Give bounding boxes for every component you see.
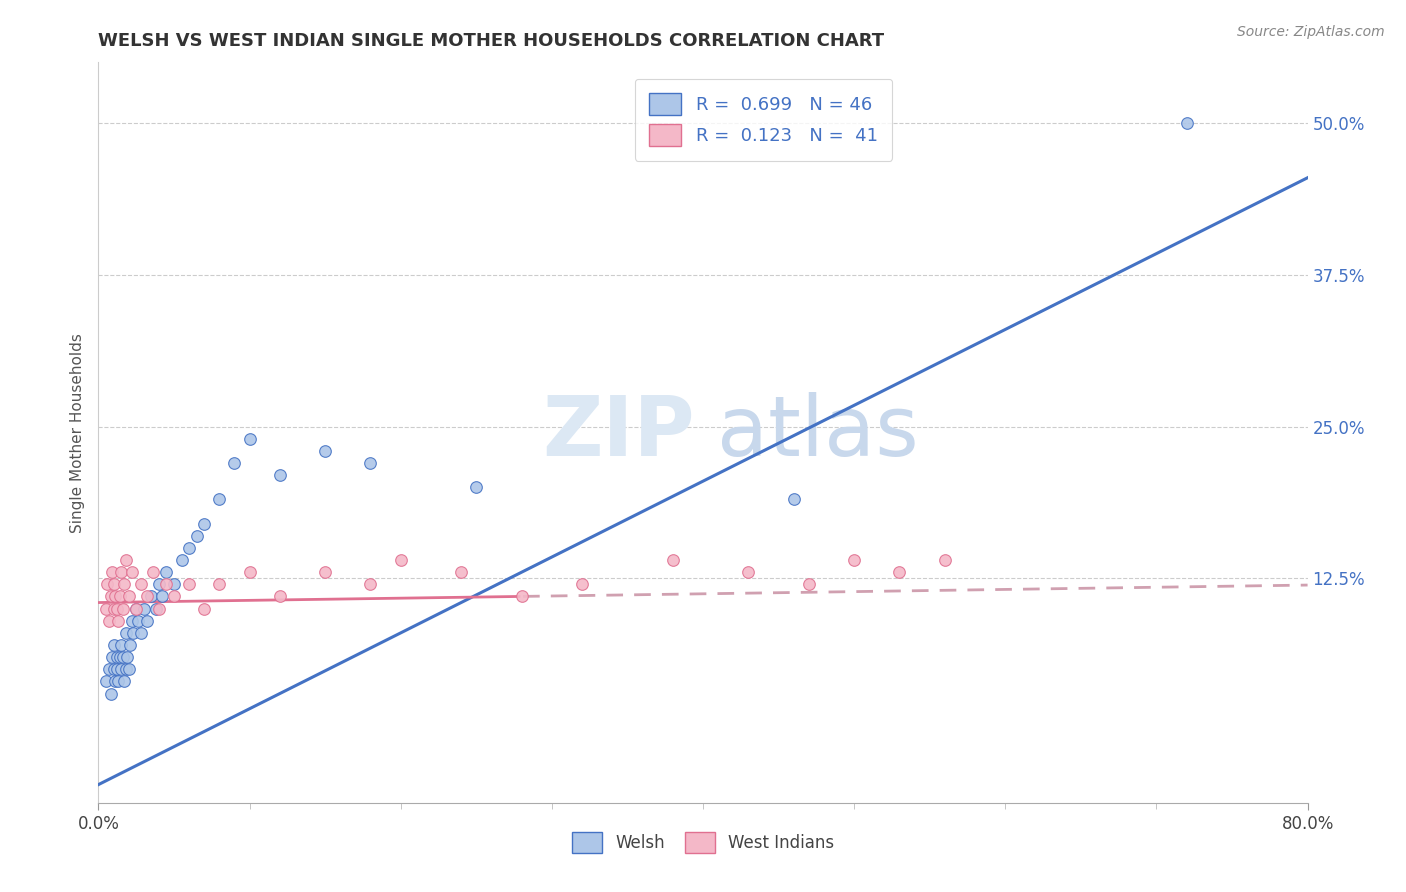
Point: [934, 553, 956, 567]
Point: [148, 601, 170, 615]
Point: [314, 565, 336, 579]
Point: [114, 626, 136, 640]
Point: [118, 662, 141, 676]
Point: [186, 529, 208, 543]
Point: [135, 590, 157, 604]
Point: [110, 565, 132, 579]
Point: [114, 662, 136, 676]
Text: atlas: atlas: [717, 392, 918, 473]
Y-axis label: Single Mother Households: Single Mother Households: [70, 333, 86, 533]
Point: [103, 577, 125, 591]
Point: [465, 480, 488, 494]
Point: [98, 614, 121, 628]
Point: [193, 516, 215, 531]
Point: [239, 432, 262, 446]
Point: [193, 601, 215, 615]
Point: [844, 553, 866, 567]
Legend: Welsh, West Indians: Welsh, West Indians: [564, 824, 842, 861]
Point: [737, 565, 759, 579]
Point: [129, 626, 152, 640]
Point: [100, 590, 122, 604]
Point: [96, 577, 118, 591]
Point: [125, 601, 148, 615]
Point: [389, 553, 412, 567]
Point: [121, 614, 143, 628]
Point: [150, 590, 173, 604]
Point: [170, 553, 193, 567]
Point: [360, 456, 382, 470]
Point: [314, 443, 336, 458]
Point: [269, 590, 291, 604]
Point: [111, 650, 134, 665]
Point: [163, 577, 186, 591]
Point: [98, 662, 121, 676]
Text: Source: ZipAtlas.com: Source: ZipAtlas.com: [1237, 25, 1385, 39]
Point: [122, 626, 145, 640]
Point: [101, 565, 124, 579]
Point: [1175, 116, 1198, 130]
Point: [510, 590, 533, 604]
Point: [112, 577, 135, 591]
Point: [108, 650, 131, 665]
Point: [661, 553, 683, 567]
Point: [104, 674, 127, 689]
Point: [148, 577, 170, 591]
Point: [125, 601, 148, 615]
Point: [179, 541, 201, 555]
Point: [115, 650, 138, 665]
Point: [118, 590, 141, 604]
Point: [114, 553, 136, 567]
Point: [360, 577, 382, 591]
Point: [132, 601, 155, 615]
Point: [108, 590, 131, 604]
Point: [145, 601, 167, 615]
Point: [783, 492, 806, 507]
Point: [101, 650, 124, 665]
Text: WELSH VS WEST INDIAN SINGLE MOTHER HOUSEHOLDS CORRELATION CHART: WELSH VS WEST INDIAN SINGLE MOTHER HOUSE…: [98, 32, 884, 50]
Point: [104, 590, 127, 604]
Point: [889, 565, 911, 579]
Point: [94, 674, 117, 689]
Point: [239, 565, 262, 579]
Point: [127, 614, 149, 628]
Point: [155, 565, 177, 579]
Point: [120, 638, 142, 652]
Point: [110, 638, 132, 652]
Point: [107, 674, 129, 689]
Point: [105, 662, 128, 676]
Point: [163, 590, 186, 604]
Point: [121, 565, 143, 579]
Point: [179, 577, 201, 591]
Point: [224, 456, 246, 470]
Point: [103, 638, 125, 652]
Point: [94, 601, 117, 615]
Point: [110, 662, 132, 676]
Text: ZIP: ZIP: [543, 392, 695, 473]
Point: [105, 650, 128, 665]
Point: [269, 468, 291, 483]
Point: [107, 614, 129, 628]
Point: [100, 687, 122, 701]
Point: [112, 674, 135, 689]
Point: [135, 614, 157, 628]
Point: [141, 590, 163, 604]
Point: [103, 601, 125, 615]
Point: [142, 565, 165, 579]
Point: [103, 662, 125, 676]
Point: [111, 601, 134, 615]
Point: [155, 577, 177, 591]
Point: [208, 577, 231, 591]
Point: [105, 601, 128, 615]
Point: [797, 577, 820, 591]
Point: [129, 577, 152, 591]
Point: [450, 565, 472, 579]
Point: [208, 492, 231, 507]
Point: [571, 577, 593, 591]
